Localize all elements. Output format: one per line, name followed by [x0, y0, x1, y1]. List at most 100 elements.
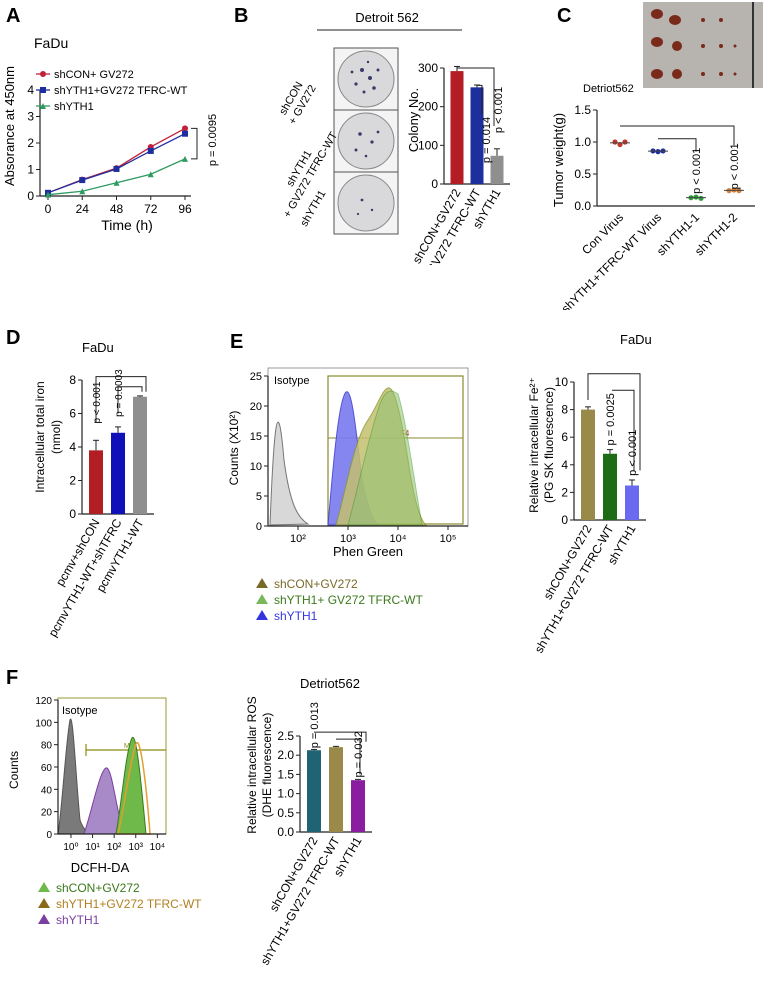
data-point — [182, 155, 188, 162]
p-value-label: p < 0.001 — [729, 143, 741, 189]
y-tick-label: 2.5 — [277, 729, 294, 743]
well-label-1: shCON+ GV272 — [275, 77, 319, 127]
y-tick-label: 5 — [256, 491, 262, 503]
gate-label: M — [124, 743, 130, 750]
y-tick-label: 1 — [27, 163, 34, 177]
bar-y-axis-label-unit: (DHE fluorescence) — [260, 713, 274, 818]
p-value-label: p = 0.013 — [309, 702, 321, 748]
legend-label: shCON+ GV272 — [54, 69, 134, 81]
panel-letter: E — [230, 331, 243, 353]
y-tick-label: 0.0 — [574, 199, 591, 213]
legend-item-3: shYTH1 — [56, 913, 100, 927]
data-point — [45, 191, 51, 198]
hist-y-axis-label: Counts — [7, 751, 21, 789]
x-tick-label: 10² — [107, 842, 122, 853]
x-tick-label: 10³ — [340, 533, 356, 545]
p-value-label: p = 0.032 — [353, 731, 365, 777]
significance-bracket — [587, 373, 641, 471]
x-tick-label: 10² — [290, 533, 306, 545]
x-tick-label: 10³ — [129, 842, 144, 853]
y-tick-label: 0 — [256, 521, 262, 533]
y-tick-label: 8 — [561, 403, 568, 417]
bar-y-axis-label: Relative intracellular Fe²⁺ — [527, 377, 541, 513]
panel-b: B Detroit 562 shCON+ GV272 shYTH1+ GV272… — [232, 0, 532, 319]
bar-chart-title: Detriot562 — [300, 676, 360, 691]
data-point — [113, 179, 120, 186]
panel-letter: C — [557, 5, 571, 27]
y-tick-label: 1.5 — [277, 767, 294, 781]
y-tick-label: 8 — [69, 373, 76, 387]
significance-bracket — [658, 138, 697, 152]
legend-item-3: shYTH1 — [274, 609, 318, 623]
y-tick-label: 200 — [418, 100, 438, 114]
y-tick-label: 10 — [555, 375, 569, 389]
bar — [470, 87, 484, 184]
y-tick-label: 2 — [69, 474, 76, 488]
y-tick-label: 100 — [35, 718, 52, 729]
chart-title: Detriot562 — [583, 83, 634, 95]
bar-chart: 02468pcmv+shCONpcmvYTH1-WT+shTFRCpcmvYTH… — [46, 369, 154, 639]
bar — [490, 155, 504, 184]
data-point — [698, 195, 704, 201]
data-point — [147, 147, 154, 154]
panel-letter: A — [6, 5, 20, 27]
significance-bracket — [95, 376, 147, 422]
y-tick-label: 0 — [27, 189, 34, 203]
panel-b-svg: B Detroit 562 shCON+ GV272 shYTH1+ GV272… — [234, 5, 510, 319]
legend-marker — [40, 87, 46, 93]
significance-bracket — [612, 389, 635, 471]
y-tick-label: 15 — [250, 431, 262, 443]
bar — [307, 750, 321, 832]
well-label-2: shYTH1+ GV272 TFRC-WT — [270, 123, 340, 219]
bar-chart: 0.00.51.01.52.02.5shCON+GV272shYTH1+GV27… — [258, 702, 372, 967]
p-value-label: p < 0.001 — [691, 148, 703, 194]
significance-bracket — [191, 127, 198, 160]
panel-c: C Detriot562 0.0 0.5 1.0 1.5 Con Virus shYTH1… — [545, 0, 775, 316]
y-tick-label: 20 — [250, 401, 262, 413]
y-axis-label: Absorance at 450nm — [2, 66, 17, 186]
bar-chart-title: FaDu — [620, 332, 652, 347]
x-tick-label: 10⁴ — [150, 842, 165, 853]
y-axis-label: Colony No. — [406, 88, 421, 152]
y-tick-label: 40 — [41, 785, 53, 796]
y-tick-label: 0 — [561, 513, 568, 527]
hist-legend: shCON+GV272 shYTH1+ GV272 TFRC-WT shYTH1 — [256, 577, 423, 623]
chart-title: Detroit 562 — [355, 10, 419, 25]
bar — [133, 396, 147, 514]
y-tick-label: 25 — [250, 371, 262, 383]
y-tick-label: 3 — [27, 110, 34, 124]
bar — [111, 432, 125, 514]
y-tick-label: 2 — [561, 485, 568, 499]
panel-f-svg: F M Isotype 0 20 40 60 80 100 120 10⁰ 10¹ 10² 10³ 1… — [6, 667, 372, 967]
flow-histogram: M Isotype 0 20 40 60 80 100 120 10⁰ 10¹ 10² 10³ 10⁴ — [35, 696, 167, 853]
legend-marker — [40, 103, 46, 109]
y-tick-label: 300 — [418, 61, 438, 75]
y-tick-label: 0 — [431, 177, 438, 191]
panel-f: F M Isotype 0 20 40 60 80 100 120 10⁰ 10¹ 10² 10³ 1… — [0, 660, 430, 1003]
panel-a: A FaDu 0 1 2 3 4 0 24 48 72 96 shCON+ GV272 shYTH1+… — [0, 0, 240, 240]
tumor-photo — [643, 2, 763, 88]
y-tick-label: 0.5 — [574, 167, 591, 181]
y-tick-label: 10 — [250, 461, 262, 473]
significance-bracket — [117, 386, 143, 414]
x-tick-label: shYTH1-2 — [692, 210, 740, 258]
legend-label: shYTH1+GV272 TFRC-WT — [54, 85, 188, 97]
significance-bracket — [457, 67, 495, 126]
histogram-axes: 0 20 40 60 80 100 120 10⁰ 10¹ 10² 10³ 10⁴ — [35, 696, 166, 853]
y-tick-label: 0.5 — [277, 806, 294, 820]
p-value-label: p < 0.001 — [493, 87, 505, 133]
x-axis-label: Time (h) — [101, 217, 153, 233]
bar — [351, 780, 365, 832]
y-tick-label: 2.0 — [277, 748, 294, 762]
bar-y-axis-label: Relative intracellular ROS — [245, 696, 259, 833]
bar — [603, 453, 617, 520]
colony-well-images — [333, 47, 399, 235]
p-value-label: p = 0.0095 — [207, 114, 219, 166]
y-tick-label: 2 — [27, 136, 34, 150]
p-value-label: p = 0.0003 — [114, 369, 125, 417]
significance-bracket — [620, 125, 735, 146]
data-point — [622, 139, 628, 145]
